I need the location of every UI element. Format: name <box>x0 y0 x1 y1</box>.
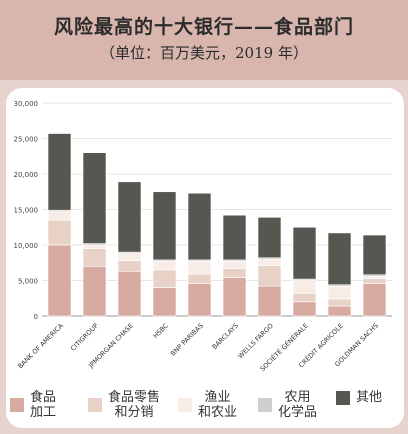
legend-swatch <box>336 390 350 405</box>
bar-segment <box>257 265 282 287</box>
bar-segment <box>117 253 142 261</box>
chart-subtitle: （单位：百万美元，2019 年） <box>100 44 308 62</box>
bar-segment <box>222 268 247 278</box>
bar-segment <box>187 273 212 284</box>
legend-item-food-retail: 食品零售 和分销 <box>88 390 160 420</box>
bar-segment <box>327 298 352 307</box>
bar-segment <box>362 278 387 284</box>
legend-swatch <box>178 398 192 412</box>
bar-segment <box>222 277 247 317</box>
x-tick-label: BANK OF AMERICA <box>16 321 65 370</box>
bar-segment <box>187 283 212 317</box>
legend-item-agrochemicals: 农用 化学品 <box>258 390 317 420</box>
y-tick-label: 15,000 <box>14 207 39 215</box>
x-tick-label: BARCLAYS <box>211 322 240 351</box>
legend-label: 食品零售 和分销 <box>108 390 161 420</box>
y-tick-label: 0 <box>34 313 38 321</box>
legend-item-fisheries-agriculture: 渔业 和农业 <box>178 390 237 420</box>
bar-segment <box>47 133 72 211</box>
legend-swatch <box>258 398 272 412</box>
legend-label: 渔业 和农业 <box>198 390 238 420</box>
bar-segment <box>362 283 387 317</box>
bar-segment <box>362 275 387 279</box>
legend-item-food-processing: 食品 加工 <box>10 390 56 420</box>
legend-swatch <box>88 398 102 412</box>
bar-segment <box>327 232 352 286</box>
bar-segment <box>257 217 282 259</box>
bar-segment <box>82 265 107 317</box>
bar-segment <box>292 301 317 317</box>
bar-segment <box>292 292 317 303</box>
bar-segment <box>187 192 212 261</box>
x-tick-label: CITIGROUP <box>69 322 100 353</box>
bar-segment <box>327 285 352 300</box>
header-banner: 风险最高的十大银行——食品部门 （单位：百万美元，2019 年） <box>0 0 408 80</box>
bar-segment <box>82 244 107 249</box>
bar-segment <box>222 214 247 261</box>
legend-label: 农用 化学品 <box>278 390 318 420</box>
bar-segment <box>152 287 177 317</box>
bar-segment <box>82 248 107 267</box>
legend: 食品 加工 食品零售 和分销 渔业 和农业 农用 化学品 其他 <box>6 384 404 428</box>
y-tick-label: 20,000 <box>14 171 39 179</box>
y-tick-label: 30,000 <box>14 100 39 108</box>
bar-segment <box>292 226 317 280</box>
bar-segment <box>362 234 387 276</box>
bar-segment <box>152 191 177 261</box>
bar-segment <box>152 261 177 271</box>
bar-segment <box>82 152 107 244</box>
legend-swatch <box>10 398 24 412</box>
y-tick-label: 25,000 <box>14 136 39 144</box>
legend-item-other: 其他 <box>336 390 382 405</box>
bar-segment <box>292 280 317 294</box>
bar-segment <box>117 260 142 272</box>
chart-title: 风险最高的十大银行——食品部门 <box>53 16 354 38</box>
x-tick-label: HSBC <box>152 321 171 340</box>
bar-segment <box>187 261 212 275</box>
x-tick-label: BNP PARIBAS <box>169 322 205 358</box>
bar-segment <box>222 261 247 269</box>
bar-segment <box>257 258 282 266</box>
bar-segment <box>47 219 72 246</box>
bar-segment <box>152 269 177 288</box>
bar-segment <box>257 285 282 317</box>
bar-segment <box>47 211 72 221</box>
legend-label: 其他 <box>356 390 383 405</box>
legend-label: 食品 加工 <box>30 390 57 420</box>
bar-segment <box>117 270 142 317</box>
x-tick-label: WELLS FARGO <box>237 322 275 360</box>
bar-segment <box>47 244 72 317</box>
y-tick-label: 10,000 <box>14 242 39 250</box>
bar-segment <box>327 305 352 317</box>
y-tick-label: 5,000 <box>18 278 38 286</box>
bar-segment <box>117 181 142 253</box>
